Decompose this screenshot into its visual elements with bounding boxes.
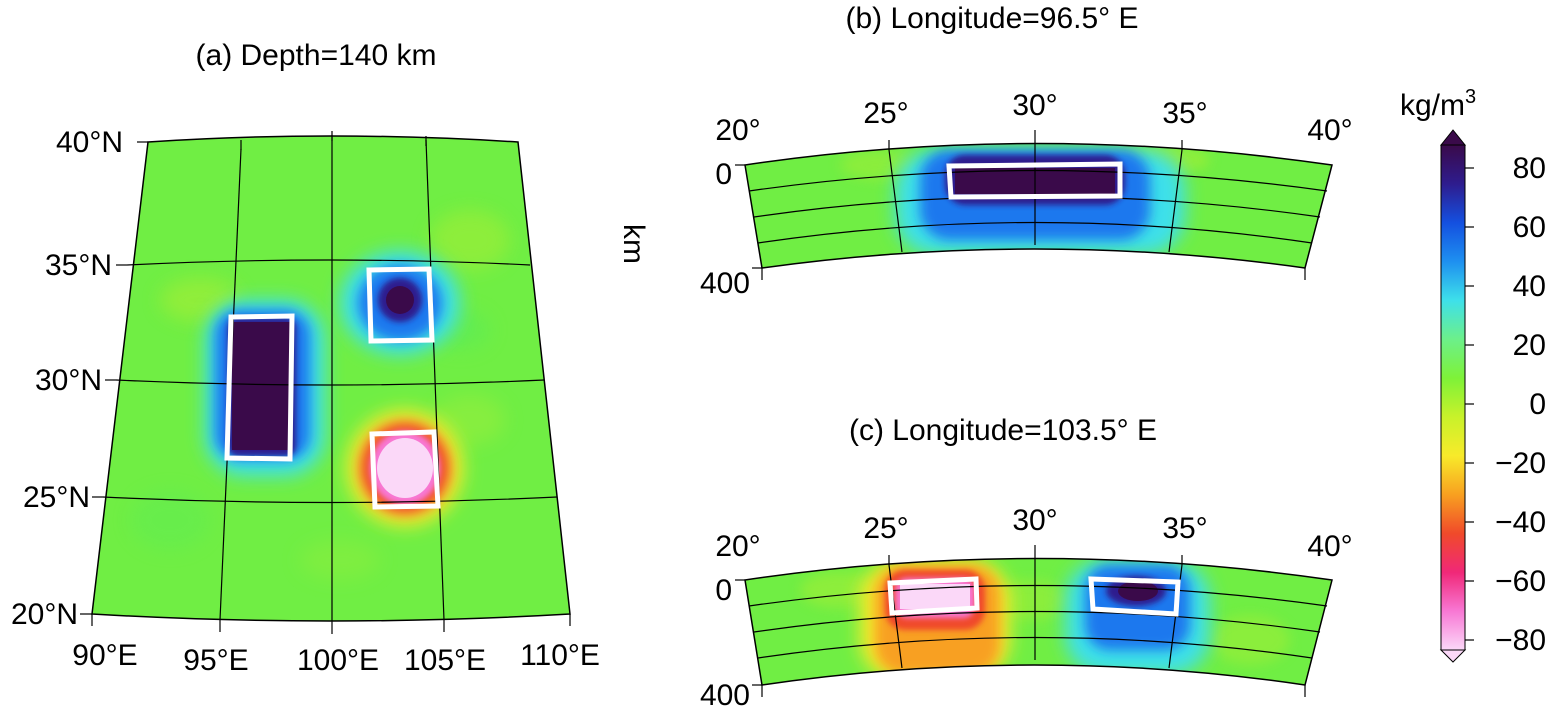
panel-a-outlines <box>224 266 441 510</box>
panel-c-title: (c) Longitude=103.5° E <box>849 414 1157 447</box>
panel-c-field <box>745 558 1332 685</box>
panel-c-lat-40: 40° <box>1307 530 1352 563</box>
panel-a: (a) Depth=140 km <box>11 39 600 677</box>
panel-a-title: (a) Depth=140 km <box>196 39 437 72</box>
panel-c-lat-30: 30° <box>1012 504 1057 537</box>
colorbar-tick-label: −60 <box>1495 565 1546 598</box>
panel-c-depth-400: 400 <box>700 679 750 710</box>
outline-box-pos <box>1088 576 1181 617</box>
colorbar-tick-label: 0 <box>1529 388 1546 421</box>
panel-a-lat-30: 30°N <box>35 364 102 397</box>
panel-a-graticule <box>102 135 558 622</box>
panel-a-lon-95: 95°E <box>183 644 248 677</box>
panel-a-lat-25: 25°N <box>23 481 90 514</box>
panel-a-lon-90: 90°E <box>72 639 137 672</box>
colorbar-tick-label: 40 <box>1513 270 1546 303</box>
colorbar-tick-label: 20 <box>1513 329 1546 362</box>
panel-a-lon-105: 105°E <box>404 644 486 677</box>
colorbar-bottom-arrow <box>1439 649 1467 663</box>
panel-c-lat-25: 25° <box>863 512 908 545</box>
outline-box-2 <box>366 266 435 344</box>
panel-c-outlines <box>887 576 1181 617</box>
colorbar-unit: kg/m3 <box>1400 86 1476 122</box>
panel-a-field <box>92 136 570 621</box>
panel-b-depth-0: 0 <box>715 158 732 191</box>
panel-b-lat-30: 30° <box>1012 89 1057 122</box>
colorbar-labels: 80 60 40 20 0 −20 −40 −60 −80 <box>1495 152 1546 657</box>
panel-b-lat-20: 20° <box>715 114 760 147</box>
panel-b-lat-40: 40° <box>1307 114 1352 147</box>
colorbar-tick-label: 80 <box>1513 152 1546 185</box>
colorbar-tick-label: −80 <box>1495 624 1546 657</box>
panel-c-lat-35: 35° <box>1162 512 1207 545</box>
panel-c-frame <box>744 557 1333 686</box>
panel-a-ticks <box>80 131 571 634</box>
colorbar-tick-label: −20 <box>1495 447 1546 480</box>
panel-a-lat-35: 35°N <box>45 249 112 282</box>
panel-b-lat-25: 25° <box>863 97 908 130</box>
colorbar-tick-label: −40 <box>1495 506 1546 539</box>
outline-box-neg <box>887 576 980 616</box>
panel-a-lat-20: 20°N <box>11 598 78 631</box>
panel-c: (c) Longitude=103.5° E <box>700 414 1353 710</box>
colorbar-bar <box>1440 144 1466 651</box>
colorbar-ticks <box>1465 167 1474 641</box>
colorbar: kg/m3 80 60 40 20 0 −20 −40 −60 −80 <box>1400 86 1546 663</box>
panel-c-ticks <box>735 545 1306 697</box>
panel-b-frame <box>744 142 1333 269</box>
panel-c-depth-0: 0 <box>715 574 732 607</box>
outline-box-1 <box>224 313 295 462</box>
panel-b-field <box>745 143 1332 268</box>
colorbar-tick-label: 60 <box>1513 211 1546 244</box>
panel-a-lon-110: 110°E <box>520 639 600 672</box>
panel-b: (b) Longitude=96.5° E 20° 25° 30° <box>617 2 1353 300</box>
colorbar-top-arrow <box>1439 129 1467 146</box>
panel-b-title: (b) Longitude=96.5° E <box>845 2 1138 35</box>
panel-a-lat-40: 40°N <box>56 126 123 159</box>
panel-c-lat-20: 20° <box>715 530 760 563</box>
panel-b-outline-box <box>946 161 1123 200</box>
panel-a-lon-100: 100°E <box>297 644 379 677</box>
panel-b-depth-axis-label: km <box>617 224 650 264</box>
panel-b-depth-400: 400 <box>700 267 750 300</box>
outline-box-3 <box>369 429 441 510</box>
panel-b-lat-35: 35° <box>1162 97 1207 130</box>
panel-b-ticks <box>735 130 1306 280</box>
